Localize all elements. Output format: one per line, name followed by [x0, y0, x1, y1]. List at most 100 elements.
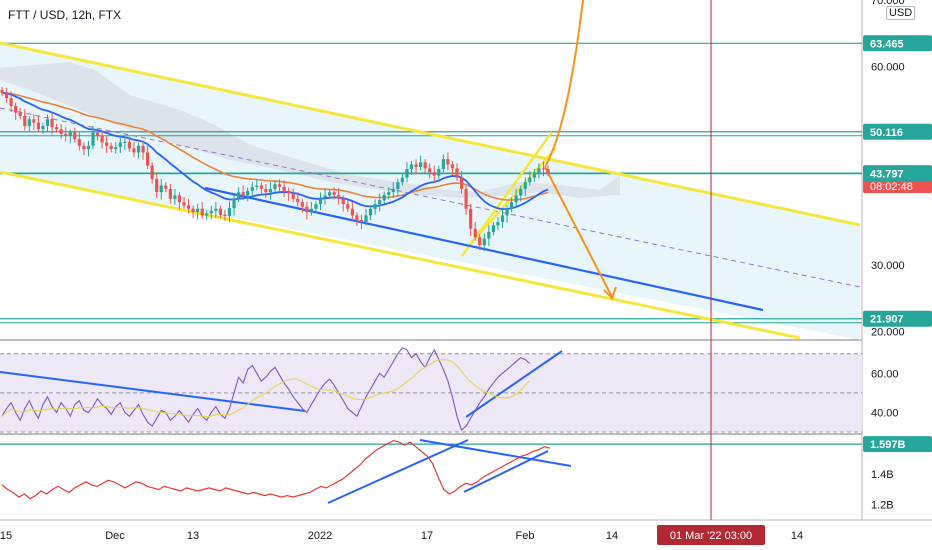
- candle-body: [27, 119, 31, 126]
- candle-body: [173, 195, 177, 199]
- obv-trendline[interactable]: [463, 450, 549, 493]
- candle-body: [205, 213, 209, 216]
- candle-body: [150, 165, 154, 179]
- channel-lower-line[interactable]: [0, 170, 801, 340]
- candle-body: [41, 125, 45, 130]
- candle-body: [537, 168, 541, 173]
- candle-body: [59, 129, 63, 134]
- candle-body: [159, 185, 163, 193]
- candle-body: [68, 132, 72, 136]
- candle-body: [323, 195, 327, 198]
- candle-body: [86, 145, 91, 150]
- candle-body: [287, 190, 291, 194]
- candle-body: [446, 159, 450, 165]
- candle-body: [127, 141, 131, 149]
- candle-body: [95, 132, 100, 136]
- level-price-badge[interactable]: [863, 35, 932, 52]
- candle-body: [45, 119, 50, 126]
- candle-body: [155, 178, 159, 193]
- candle-body: [378, 200, 382, 205]
- crosshair-date-label: 01 Mar '22 03:00: [670, 530, 752, 542]
- candle-body: [64, 133, 68, 136]
- candle-body: [510, 202, 514, 209]
- rsi-trendline[interactable]: [0, 371, 306, 412]
- candle-body: [318, 197, 323, 205]
- crosshair-date-badge: [657, 525, 765, 545]
- currency-button[interactable]: USD: [886, 6, 916, 20]
- candle-body: [182, 202, 186, 206]
- candle-body: [464, 188, 468, 209]
- candle-body: [455, 168, 459, 178]
- candle-body: [487, 231, 491, 239]
- candle-body: [309, 208, 313, 213]
- candle-body: [355, 215, 359, 221]
- candle-body: [264, 188, 268, 193]
- candle-body: [423, 162, 427, 169]
- candle-body: [314, 204, 318, 209]
- candle-body: [396, 182, 400, 189]
- candle-body: [168, 188, 172, 199]
- channel-midline[interactable]: [0, 107, 861, 288]
- level-price-label: 43.797: [870, 169, 904, 181]
- level-price-badge[interactable]: [863, 310, 932, 327]
- candle-body: [196, 208, 200, 213]
- price-axis-tick-label: 70.000: [871, 0, 905, 7]
- candle-body: [305, 206, 309, 213]
- candle-body: [164, 185, 168, 189]
- candle-body: [132, 148, 136, 153]
- obv-level-badge[interactable]: [863, 436, 932, 453]
- candle-body: [382, 194, 386, 201]
- rsi-trendline[interactable]: [465, 350, 563, 418]
- time-axis-tick-label: Dec: [105, 530, 125, 542]
- candle-body: [237, 192, 241, 199]
- candle-body: [118, 142, 122, 148]
- ichimoku-cloud: [0, 62, 620, 198]
- level-price-badge[interactable]: [863, 123, 932, 140]
- candle-body: [141, 145, 145, 153]
- candle-body: [250, 186, 254, 191]
- candle-body: [18, 112, 22, 116]
- chart-title: FTT / USD, 12h, FTX: [8, 8, 122, 22]
- level-price-label: 21.907: [870, 314, 904, 326]
- candle-body: [114, 147, 118, 150]
- candle-body: [519, 188, 523, 196]
- candle-body: [441, 159, 445, 169]
- candle-body: [73, 132, 77, 140]
- candle-body: [368, 208, 373, 216]
- candle-body: [14, 106, 18, 113]
- candle-body: [409, 164, 414, 169]
- obv-axis-tick-label: 1.4B: [871, 469, 894, 481]
- candle-body: [32, 119, 36, 123]
- channel-upper-line[interactable]: [0, 41, 861, 227]
- candle-body: [459, 177, 464, 189]
- candle-body: [241, 192, 245, 196]
- obv-trendline[interactable]: [327, 439, 469, 504]
- candle-body: [227, 208, 232, 217]
- bearish-projection-path[interactable]: [544, 166, 613, 298]
- countdown-label: 08:02:48: [870, 181, 913, 193]
- candle-body: [109, 145, 113, 150]
- candle-body: [246, 190, 250, 196]
- time-axis-tick-label: 15: [0, 530, 12, 542]
- rsi-ma-line: [1, 359, 531, 418]
- level-price-badge[interactable]: [863, 165, 932, 182]
- obv-level-label: 1.597B: [870, 439, 906, 451]
- candle-body: [200, 208, 204, 216]
- candle-body: [341, 198, 345, 205]
- candle-body: [541, 168, 546, 170]
- time-axis-tick-label: Feb: [516, 530, 535, 542]
- candle-body: [218, 208, 222, 215]
- bullish-projection-path[interactable]: [544, 0, 584, 168]
- candle-body: [350, 208, 354, 216]
- candle-body: [9, 98, 13, 107]
- candle-body: [232, 198, 236, 209]
- candle-body: [359, 220, 364, 223]
- wedge-lower-line[interactable]: [471, 147, 557, 243]
- candle-body: [277, 184, 282, 187]
- candle-body: [391, 188, 395, 193]
- obv-trendline[interactable]: [419, 439, 572, 467]
- candle-body: [223, 214, 227, 217]
- rsi-line: [1, 347, 531, 431]
- candle-body: [77, 139, 81, 146]
